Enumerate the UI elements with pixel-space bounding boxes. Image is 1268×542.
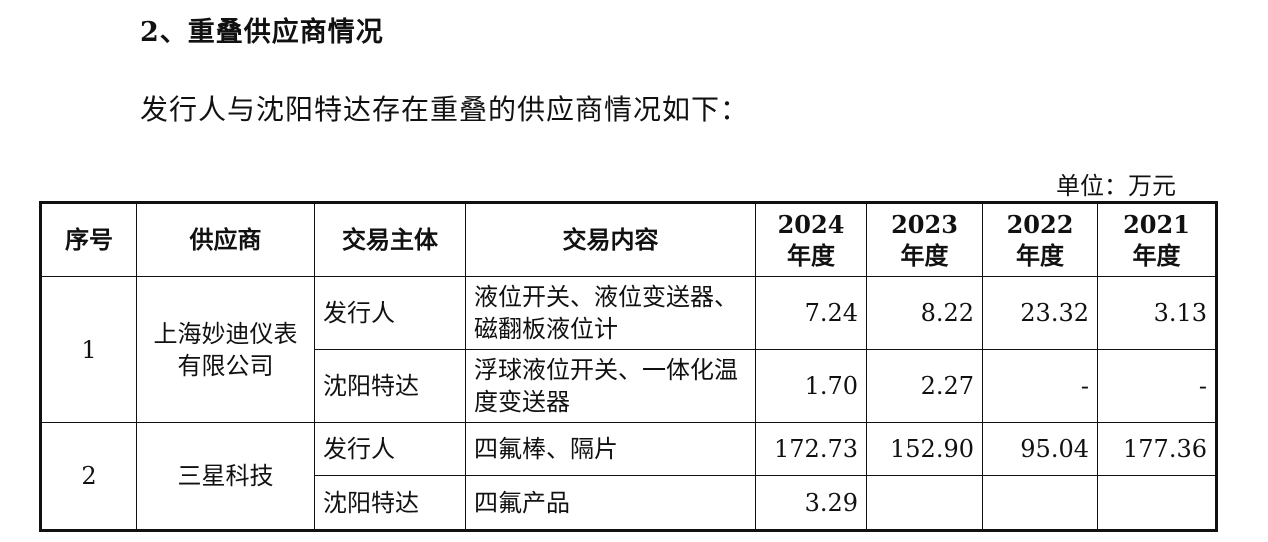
- row-value-2022: -: [982, 349, 1098, 423]
- row-content: 浮球液位开关、一体化温度变送器: [465, 349, 756, 423]
- table-row: 1 上海妙迪仪表有限公司 发行人 液位开关、液位变送器、磁翻板液位计 7.24 …: [40, 276, 1217, 423]
- header-entity: 交易主体: [314, 202, 466, 277]
- row-value-2023: [866, 475, 983, 531]
- intro-paragraph: 发行人与沈阳特达存在重叠的供应商情况如下：: [140, 93, 750, 126]
- header-supplier: 供应商: [136, 202, 315, 277]
- header-year-suffix: 年度: [900, 241, 949, 270]
- row-content: 四氟产品: [465, 475, 756, 531]
- row-entity: 发行人: [314, 276, 466, 350]
- table-header-row: 序号 供应商 交易主体 交易内容 2024 年度 2023 年度 2022 年度…: [40, 202, 1217, 277]
- row-value-2023: 8.22: [866, 276, 983, 350]
- row-entity: 发行人: [314, 422, 466, 476]
- header-year-2023: 2023 年度: [866, 202, 983, 277]
- row-value-2022: [982, 475, 1098, 531]
- table-row: 2 三星科技 发行人 四氟棒、隔片 172.73 152.90 95.04 17…: [40, 422, 1217, 531]
- row-content: 四氟棒、隔片: [465, 422, 756, 476]
- section-heading: 2、重叠供应商情况: [140, 17, 384, 48]
- row-entity: 沈阳特达: [314, 475, 466, 531]
- header-year-2021: 2021 年度: [1097, 202, 1217, 277]
- header-year-2022: 2022 年度: [982, 202, 1098, 277]
- header-year-value: 2023: [891, 210, 958, 239]
- row-value-2024: 1.70: [755, 349, 867, 423]
- row-value-2023: 2.27: [866, 349, 983, 423]
- row-value-2021: [1097, 475, 1217, 531]
- row-content: 液位开关、液位变送器、磁翻板液位计: [465, 276, 756, 350]
- row-index: 1: [40, 276, 137, 423]
- row-value-2021: 3.13: [1097, 276, 1217, 350]
- table-row: 沈阳特达 四氟产品 3.29: [41, 475, 1217, 531]
- row-entity: 沈阳特达: [314, 349, 466, 423]
- row-value-2022: 23.32: [982, 276, 1098, 350]
- header-year-value: 2024: [777, 210, 845, 239]
- header-index: 序号: [40, 202, 137, 277]
- row-value-2024: 3.29: [755, 475, 867, 531]
- table-row: 沈阳特达 浮球液位开关、一体化温度变送器 1.70 2.27 - -: [41, 349, 1217, 423]
- header-year-suffix: 年度: [1132, 241, 1181, 270]
- header-year-value: 2022: [1006, 210, 1074, 239]
- header-year-2024: 2024 年度: [755, 202, 867, 277]
- row-index: 2: [40, 422, 137, 531]
- row-value-2021: 177.36: [1097, 422, 1217, 476]
- row-value-2023: 152.90: [866, 422, 983, 476]
- row-value-2022: 95.04: [982, 422, 1098, 476]
- row-supplier: 上海妙迪仪表有限公司: [136, 276, 315, 423]
- row-value-2024: 172.73: [755, 422, 867, 476]
- header-year-value: 2021: [1123, 210, 1190, 239]
- unit-label: 单位：万元: [1056, 172, 1176, 200]
- header-year-suffix: 年度: [787, 241, 835, 270]
- header-content: 交易内容: [465, 202, 756, 277]
- header-year-suffix: 年度: [1016, 241, 1064, 270]
- row-supplier: 三星科技: [136, 422, 315, 531]
- row-value-2021: -: [1097, 349, 1217, 423]
- overlapping-suppliers-table: 序号 供应商 交易主体 交易内容 2024 年度 2023 年度 2022 年度…: [39, 201, 1218, 532]
- row-value-2024: 7.24: [755, 276, 867, 350]
